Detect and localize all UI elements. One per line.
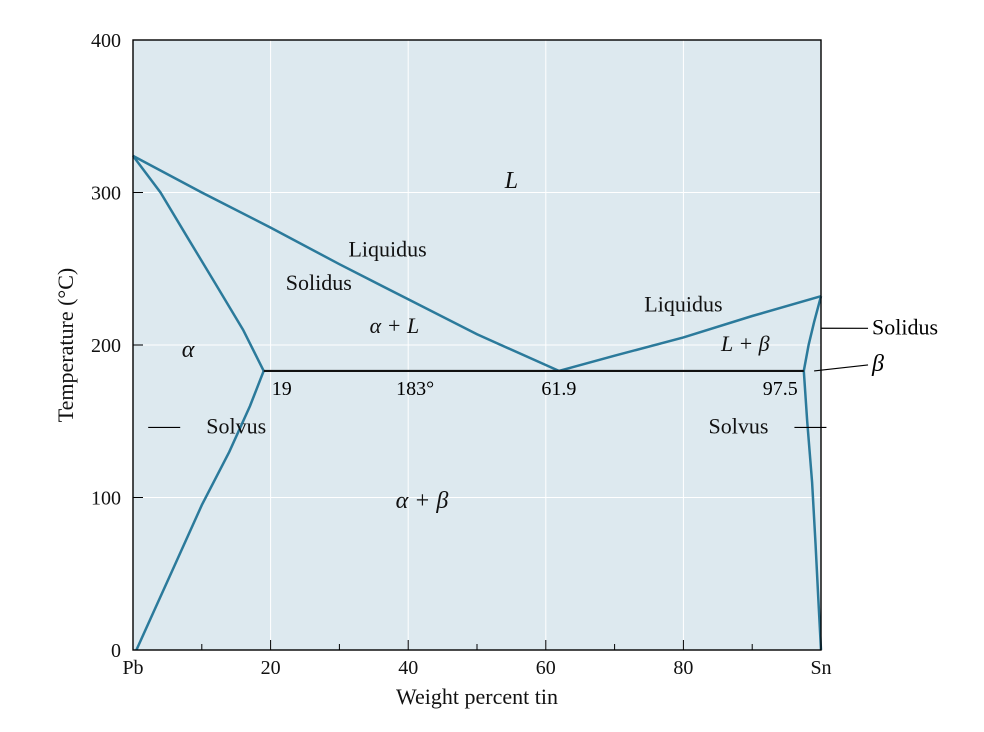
- y-tick-label: 200: [91, 335, 121, 357]
- region-label: α: [182, 337, 195, 363]
- region-label: L + β: [720, 331, 770, 356]
- outside-label: Solidus: [872, 314, 938, 339]
- region-label: α + β: [396, 488, 449, 514]
- x-tick-label: 40: [398, 657, 418, 679]
- region-label: L: [504, 168, 518, 194]
- eutectic-left-label: 19: [272, 378, 292, 400]
- phase-diagram: Pb 20 40 60 80 Sn 0 100 200 300 400 Weight percent …: [0, 0, 984, 732]
- y-tick-label: 100: [91, 488, 121, 510]
- region-label: α + L: [370, 313, 420, 338]
- outside-label: β: [871, 351, 884, 377]
- x-tick-label: 20: [261, 657, 281, 679]
- outside-leader: [814, 365, 868, 371]
- region-label: Solvus: [206, 413, 266, 438]
- x-axis-label: Weight percent tin: [396, 684, 558, 709]
- x-tick-label: 60: [536, 657, 556, 679]
- region-label: Liquidus: [644, 291, 722, 316]
- region-label: Solvus: [708, 413, 768, 438]
- eutectic-right-label: 97.5: [763, 378, 798, 400]
- x-tick-label: Sn: [810, 657, 831, 679]
- y-axis-label: Temperature (°C): [53, 268, 78, 422]
- chart-svg: Pb 20 40 60 80 Sn 0 100 200 300 400 Weight percent …: [0, 0, 984, 732]
- y-tick-label: 300: [91, 183, 121, 205]
- eutectic-temp-label: 183°: [396, 378, 434, 400]
- x-tick-label: Pb: [122, 657, 143, 679]
- region-label: Liquidus: [348, 237, 426, 262]
- region-label: Solidus: [286, 270, 352, 295]
- eutectic-comp-label: 61.9: [541, 378, 576, 400]
- y-tick-label: 0: [111, 640, 121, 662]
- x-tick-label: 80: [673, 657, 693, 679]
- y-tick-label: 400: [91, 30, 121, 52]
